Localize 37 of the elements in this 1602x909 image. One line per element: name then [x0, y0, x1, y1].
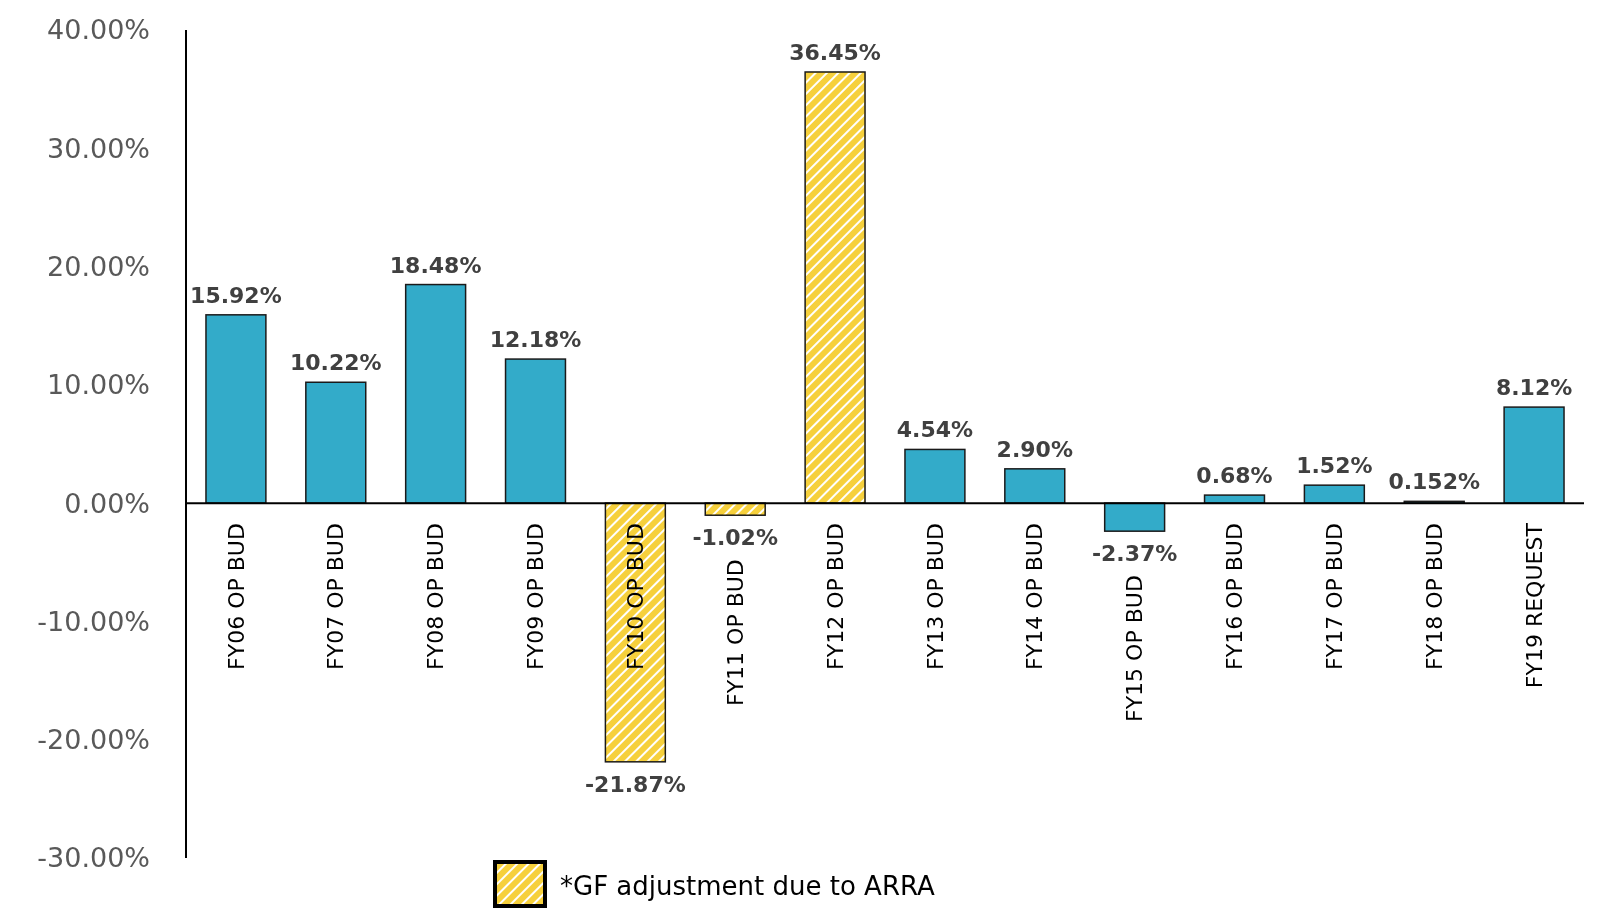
data-label: -2.37%	[1091, 541, 1178, 567]
x-tick-label: FY19 REQUEST	[1521, 522, 1547, 689]
data-label: -1.02%	[692, 525, 778, 551]
data-label: 0.68%	[1196, 463, 1273, 489]
data-label: 8.12%	[1495, 375, 1573, 401]
data-label: 15.92%	[190, 282, 282, 308]
data-label: 12.18%	[489, 327, 582, 353]
x-tick-label: FY17 OP BUD	[1322, 523, 1348, 670]
x-tick-label: FY10 OP BUD	[623, 523, 649, 670]
x-tick-label: FY09 OP BUD	[523, 523, 549, 670]
data-label: 4.54%	[896, 417, 974, 443]
x-tick-label: FY11 OP BUD	[722, 559, 748, 706]
x-tick-label: FY07 OP BUD	[323, 523, 349, 670]
x-tick-label: FY06 OP BUD	[223, 523, 249, 670]
y-tick-label: -10.00%	[37, 605, 150, 637]
y-tick-label: 40.00%	[47, 14, 150, 46]
x-tick-label: FY15 OP BUD	[1122, 575, 1148, 722]
y-tick-label: 0.00%	[64, 487, 150, 519]
x-tick-label: FY14 OP BUD	[1022, 523, 1048, 670]
data-label: 1.52%	[1296, 453, 1373, 479]
x-tick-label: FY18 OP BUD	[1421, 523, 1447, 670]
y-tick-label: 20.00%	[47, 251, 150, 283]
data-label: 0.152%	[1388, 469, 1481, 495]
legend-label: *GF adjustment due to ARRA	[560, 871, 935, 902]
x-tick-label: FY13 OP BUD	[922, 523, 948, 670]
x-tick-label: FY12 OP BUD	[822, 523, 848, 670]
x-tick-label: FY08 OP BUD	[423, 523, 449, 670]
y-tick-label: 10.00%	[47, 369, 150, 401]
data-label: 18.48%	[389, 252, 482, 278]
data-label: -21.87%	[584, 771, 686, 797]
y-tick-label: -20.00%	[37, 724, 150, 756]
x-tick-label: FY16 OP BUD	[1222, 523, 1248, 670]
y-tick-label: 30.00%	[47, 132, 150, 164]
data-label: 36.45%	[789, 39, 881, 65]
y-tick-label: -30.00%	[37, 842, 150, 874]
data-label: 10.22%	[289, 350, 382, 376]
data-label: 2.90%	[996, 436, 1073, 462]
